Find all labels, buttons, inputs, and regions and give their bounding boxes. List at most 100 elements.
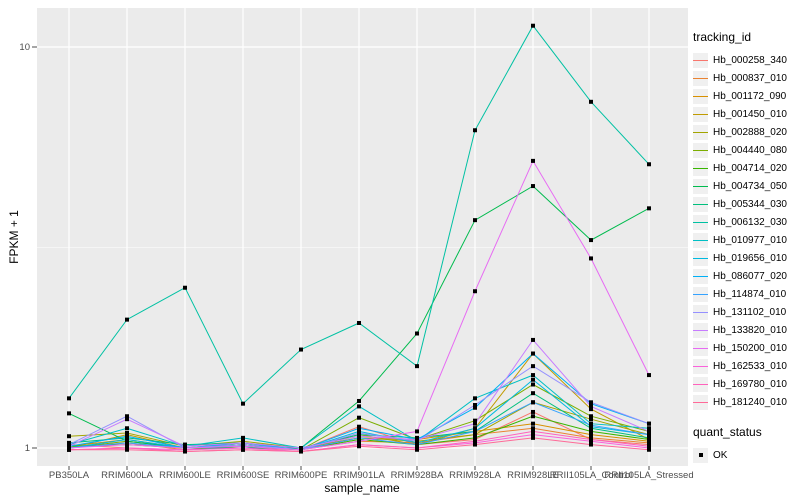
legend-key-line-icon bbox=[693, 358, 708, 374]
legend-item-label: Hb_001172_090 bbox=[713, 90, 787, 102]
legend: tracking_id Hb_000258_340 Hb_000837_010 Hb… bbox=[693, 30, 799, 464]
data-point bbox=[531, 429, 535, 434]
data-point bbox=[125, 430, 129, 435]
data-point bbox=[125, 437, 129, 442]
legend-item-label: Hb_086077_020 bbox=[713, 270, 787, 282]
legend-key-line-icon bbox=[693, 376, 708, 392]
legend-key-line-icon bbox=[693, 106, 708, 122]
data-point bbox=[125, 434, 129, 439]
data-point bbox=[589, 256, 593, 261]
data-point bbox=[241, 401, 245, 406]
data-point bbox=[183, 449, 187, 454]
panel-background bbox=[37, 8, 688, 466]
legend-item-Hb_086077_020: Hb_086077_020 bbox=[693, 267, 799, 285]
legend-item-Hb_004440_080: Hb_004440_080 bbox=[693, 141, 799, 159]
legend-item-label: Hb_006132_030 bbox=[713, 216, 787, 228]
legend-key-line-icon bbox=[693, 142, 708, 158]
y-tick-label: 1 bbox=[24, 442, 30, 454]
data-point bbox=[647, 435, 651, 440]
data-point bbox=[473, 289, 477, 294]
data-point bbox=[531, 432, 535, 437]
data-point bbox=[357, 398, 361, 403]
legend-item-label: Hb_005344_030 bbox=[713, 198, 787, 210]
legend-item-label: Hb_114874_010 bbox=[713, 288, 787, 300]
legend-item-label: Hb_150200_010 bbox=[713, 342, 787, 354]
x-tick-label: RRIM600LA bbox=[101, 470, 153, 481]
legend-item-quant-ok: OK bbox=[693, 446, 799, 464]
x-tick-label: RRIM928LE bbox=[507, 470, 559, 481]
legend-key-line-icon bbox=[693, 232, 708, 248]
data-point bbox=[357, 426, 361, 431]
data-point bbox=[531, 337, 535, 342]
legend-item-Hb_133820_010: Hb_133820_010 bbox=[693, 321, 799, 339]
legend-key-line-icon bbox=[693, 70, 708, 86]
legend-item-Hb_000258_340: Hb_000258_340 bbox=[693, 51, 799, 69]
data-point bbox=[531, 426, 535, 431]
data-point bbox=[241, 435, 245, 440]
data-point bbox=[125, 426, 129, 431]
legend-items-tracking-id: Hb_000258_340 Hb_000837_010 Hb_001172_090 H… bbox=[693, 51, 799, 411]
legend-item-Hb_001172_090: Hb_001172_090 bbox=[693, 87, 799, 105]
data-point bbox=[531, 158, 535, 163]
data-point bbox=[473, 396, 477, 401]
data-point bbox=[473, 439, 477, 444]
data-point bbox=[473, 418, 477, 423]
legend-item-Hb_000837_010: Hb_000837_010 bbox=[693, 69, 799, 87]
data-point bbox=[531, 23, 535, 28]
data-point bbox=[125, 447, 129, 452]
legend-key-line-icon bbox=[693, 268, 708, 284]
x-tick-label: PB350LA bbox=[48, 470, 90, 481]
data-point bbox=[531, 409, 535, 414]
data-point bbox=[589, 417, 593, 422]
legend-item-Hb_001450_010: Hb_001450_010 bbox=[693, 105, 799, 123]
data-point bbox=[473, 128, 477, 133]
data-point bbox=[531, 400, 535, 405]
legend-item-label: Hb_000258_340 bbox=[713, 54, 787, 66]
x-tick-label: RRIM928BA bbox=[390, 470, 444, 481]
data-point bbox=[531, 184, 535, 189]
data-point bbox=[589, 404, 593, 409]
data-point bbox=[531, 435, 535, 440]
legend-item-label: Hb_004734_050 bbox=[713, 180, 787, 192]
legend-key-line-icon bbox=[693, 52, 708, 68]
legend-item-Hb_131102_010: Hb_131102_010 bbox=[693, 303, 799, 321]
data-point bbox=[647, 444, 651, 449]
data-point bbox=[415, 442, 419, 447]
legend-item-Hb_169780_010: Hb_169780_010 bbox=[693, 375, 799, 393]
data-point bbox=[299, 449, 303, 454]
data-point bbox=[589, 437, 593, 442]
legend-item-label: Hb_002888_020 bbox=[713, 126, 787, 138]
legend-key-line-icon bbox=[693, 88, 708, 104]
legend-title-quant-status: quant_status bbox=[693, 425, 762, 439]
legend-item-label: OK bbox=[713, 449, 728, 461]
data-point bbox=[415, 429, 419, 434]
data-point bbox=[241, 440, 245, 445]
data-point bbox=[531, 364, 535, 369]
legend-key-line-icon bbox=[693, 214, 708, 230]
data-point bbox=[357, 320, 361, 325]
data-point bbox=[67, 396, 71, 401]
data-point bbox=[647, 426, 651, 431]
legend-item-label: Hb_004440_080 bbox=[713, 144, 787, 156]
data-point bbox=[589, 414, 593, 419]
legend-key-line-icon bbox=[693, 304, 708, 320]
data-point bbox=[647, 206, 651, 211]
legend-item-label: Hb_019656_010 bbox=[713, 252, 787, 264]
data-point bbox=[531, 373, 535, 378]
legend-item-Hb_004734_050: Hb_004734_050 bbox=[693, 177, 799, 195]
data-point bbox=[357, 415, 361, 420]
legend-title-tracking-id: tracking_id bbox=[693, 30, 752, 44]
x-tick-label: RRIM600PE bbox=[274, 470, 328, 481]
legend-item-Hb_019656_010: Hb_019656_010 bbox=[693, 249, 799, 267]
legend-key-line-icon bbox=[693, 196, 708, 212]
x-axis-title: sample_name bbox=[324, 481, 400, 495]
legend-item-label: Hb_162533_010 bbox=[713, 360, 787, 372]
data-point bbox=[647, 432, 651, 437]
data-point bbox=[589, 442, 593, 447]
legend-item-label: Hb_000837_010 bbox=[713, 72, 787, 84]
legend-item-Hb_150200_010: Hb_150200_010 bbox=[693, 339, 799, 357]
legend-key-line-icon bbox=[693, 160, 708, 176]
y-axis-title: FPKM + 1 bbox=[7, 210, 21, 264]
data-point bbox=[241, 447, 245, 452]
data-point bbox=[415, 437, 419, 442]
